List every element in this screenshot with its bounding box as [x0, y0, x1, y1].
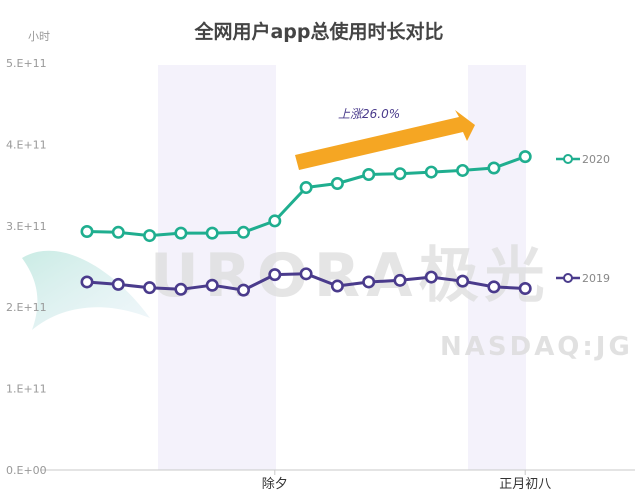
data-point-2020 — [268, 214, 282, 228]
y-tick-label: 2.E+11 — [6, 301, 47, 314]
data-point-2020 — [237, 225, 251, 239]
chart-title: 全网用户app总使用时长对比 — [193, 20, 443, 43]
data-point-2019 — [80, 275, 94, 289]
watermark-logo — [22, 250, 150, 330]
data-point-2020 — [330, 176, 344, 190]
legend-marker-2019 — [563, 273, 573, 283]
growth-arrow — [295, 110, 475, 170]
data-point-2019 — [424, 270, 438, 284]
data-point-2020 — [362, 168, 376, 182]
data-point-2019 — [518, 281, 532, 295]
growth-annotation: 上涨26.0% — [295, 107, 475, 170]
growth-annotation-label: 上涨26.0% — [338, 107, 400, 121]
legend-label-2020: 2020 — [582, 153, 610, 166]
data-point-2019 — [111, 277, 125, 291]
legend: 2020 2019 — [556, 153, 610, 285]
highlight-band-left — [158, 65, 276, 470]
legend-marker-2020 — [563, 154, 573, 164]
data-point-2019 — [393, 273, 407, 287]
y-tick-label: 4.E+11 — [6, 138, 47, 151]
data-point-2020 — [80, 224, 94, 238]
data-point-2020 — [299, 181, 313, 195]
series-layer — [80, 150, 532, 297]
data-point-2019 — [487, 280, 501, 294]
data-point-2020 — [111, 225, 125, 239]
watermark: URORA极光 NASDAQ:JG — [22, 241, 633, 362]
data-point-2019 — [362, 275, 376, 289]
legend-label-2019: 2019 — [582, 272, 610, 285]
data-point-2020 — [143, 229, 157, 243]
data-point-2020 — [456, 163, 470, 177]
series-2019 — [80, 267, 532, 297]
y-axis-unit: 小时 — [28, 30, 50, 43]
data-point-2020 — [393, 167, 407, 181]
data-point-2019 — [237, 283, 251, 297]
data-point-2019 — [174, 282, 188, 296]
data-point-2019 — [299, 267, 313, 281]
data-point-2020 — [518, 150, 532, 164]
data-point-2020 — [205, 226, 219, 240]
y-axis-ticks: 0.E+00 1.E+11 2.E+11 3.E+11 4.E+11 5.E+11 — [6, 57, 47, 477]
watermark-sub: NASDAQ:JG — [440, 332, 633, 362]
x-axis-ticks: 除夕 正月初八 — [262, 470, 551, 492]
data-point-2020 — [424, 165, 438, 179]
data-point-2019 — [143, 281, 157, 295]
y-tick-label: 1.E+11 — [6, 383, 47, 396]
data-point-2019 — [268, 268, 282, 282]
highlight-band-right — [468, 65, 526, 470]
series-2020 — [80, 150, 532, 243]
data-point-2020 — [487, 161, 501, 175]
watermark-brand: URORA极光 — [150, 241, 551, 311]
y-tick-label: 5.E+11 — [6, 57, 47, 70]
x-tick-label: 正月初八 — [499, 477, 551, 492]
data-point-2019 — [330, 279, 344, 293]
data-point-2019 — [205, 278, 219, 292]
data-point-2019 — [456, 274, 470, 288]
data-point-2020 — [174, 226, 188, 240]
y-tick-label: 3.E+11 — [6, 220, 47, 233]
x-tick-label: 除夕 — [262, 477, 288, 492]
y-tick-label: 0.E+00 — [6, 464, 47, 477]
